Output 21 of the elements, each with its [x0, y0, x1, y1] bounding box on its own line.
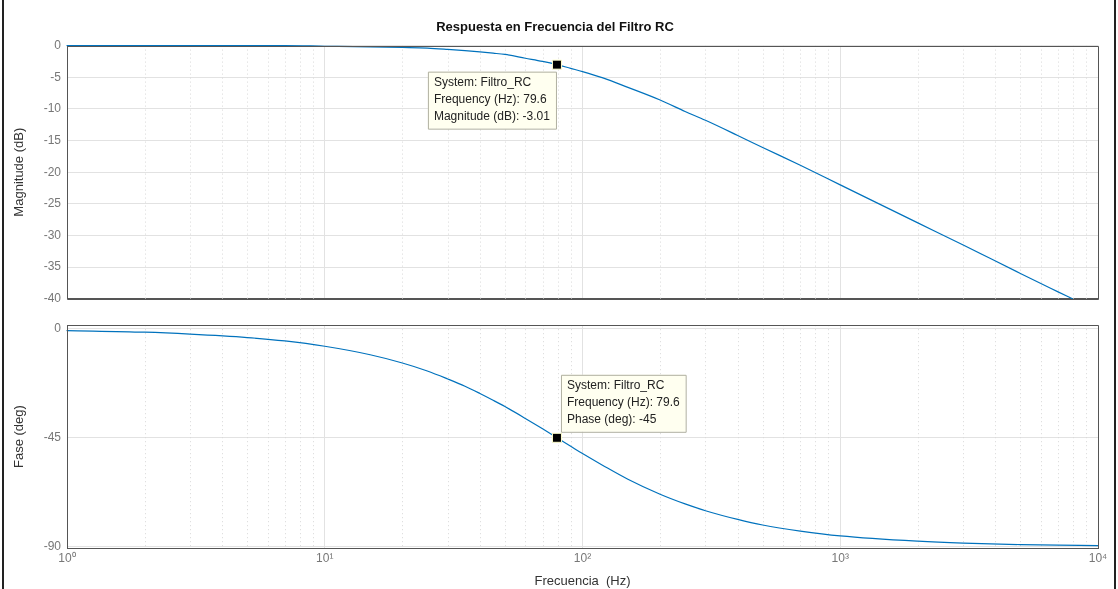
- y-tick-label: -10: [43, 101, 62, 116]
- x-tick-label: 10⁴: [1088, 550, 1108, 565]
- y-tick-label: 0: [54, 321, 62, 336]
- y-tick-label: -40: [43, 291, 62, 306]
- y-axis-title: Fase (deg): [11, 405, 27, 469]
- y-tick-label: -5: [50, 69, 62, 84]
- y-tick-label: -15: [43, 132, 62, 147]
- y-tick-label: -30: [43, 227, 62, 242]
- y-tick-label: -35: [43, 259, 62, 274]
- x-tick-label: 10¹: [316, 550, 334, 565]
- x-axis-title: Frecuencia (Hz): [534, 572, 631, 588]
- chart-title: Respuesta en Frecuencia del Filtro RC: [436, 19, 675, 35]
- y-tick-label: 0: [54, 37, 62, 52]
- y-tick-label: -20: [43, 164, 62, 179]
- x-tick-label: 10³: [831, 550, 849, 565]
- y-tick-label: -45: [43, 430, 62, 445]
- y-axis-title: Magnitude (dB): [11, 127, 27, 217]
- x-tick-label: 10²: [573, 550, 592, 565]
- annotation: System: Filtro_RC Frequency (Hz): 79.6 Magnitude (dB): -3.01: [433, 74, 551, 123]
- annotation: System: Filtro_RC Frequency (Hz): 79.6 Phase (deg): -45: [566, 378, 680, 427]
- y-tick-label: -25: [43, 196, 62, 211]
